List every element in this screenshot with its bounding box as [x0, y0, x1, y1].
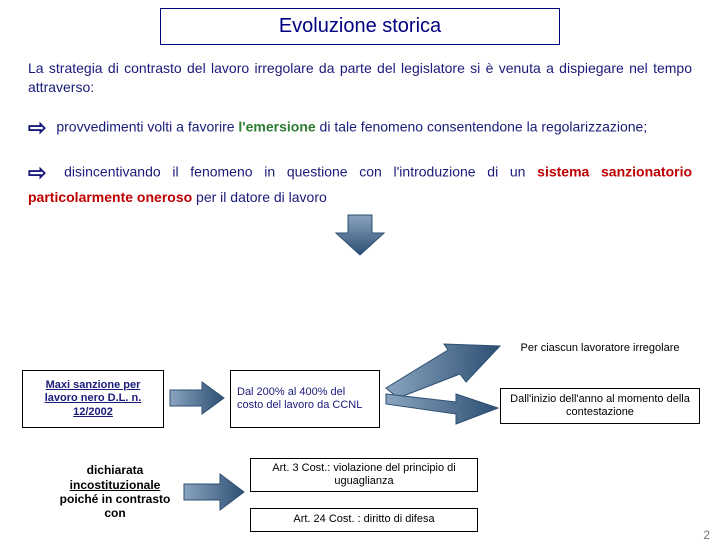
dichiarata-under: incostituzionale: [70, 478, 161, 492]
intro-paragraph: La strategia di contrasto del lavoro irr…: [0, 59, 720, 97]
arrow-right-icon: ⇨: [28, 158, 46, 188]
dichiarata-pre: dichiarata: [87, 463, 144, 477]
text-dichiarata: dichiarata incostituzionale poiché in co…: [50, 458, 180, 526]
diagram-area: Maxi sanzione per lavoro nero D.L. n. 12…: [0, 328, 720, 548]
arrow-right-icon: ⇨: [28, 113, 46, 143]
box-art24: Art. 24 Cost. : diritto di difesa: [250, 508, 478, 532]
box-dall-inizio: Dall'inizio dell'anno al momento della c…: [500, 388, 700, 424]
arrow-split-icon: [384, 342, 502, 428]
arrow-down-icon: [330, 213, 390, 257]
box-art3: Art. 3 Cost.: violazione del principio d…: [250, 458, 478, 492]
down-arrow-wrap: [0, 213, 720, 262]
arrow-right-icon: [168, 380, 226, 416]
title-text: Evoluzione storica: [279, 15, 441, 37]
arrow-right-icon: [182, 468, 246, 518]
bullet2-post: per il datore di lavoro: [192, 189, 327, 205]
dichiarata-post: poiché in contrasto con: [60, 492, 171, 520]
bullet-1: ⇨ provvedimenti volti a favorire l'emers…: [0, 113, 720, 143]
bullet1-pre: provvedimenti volti a favorire: [56, 118, 238, 134]
box-maxi-sanzione: Maxi sanzione per lavoro nero D.L. n. 12…: [22, 370, 164, 428]
bullet2-pre: disincentivando il fenomeno in questione…: [64, 164, 537, 180]
title-box: Evoluzione storica: [160, 8, 560, 45]
box-costo-lavoro: Dal 200% al 400% del costo del lavoro da…: [230, 370, 380, 428]
bullet1-green: l'emersione: [238, 118, 315, 134]
text-per-ciascun: Per ciascun lavoratore irregolare: [510, 332, 690, 366]
bullet-2: ⇨ disincentivando il fenomeno in questio…: [0, 158, 720, 207]
bullet1-post: di tale fenomeno consentendone la regola…: [316, 118, 648, 134]
